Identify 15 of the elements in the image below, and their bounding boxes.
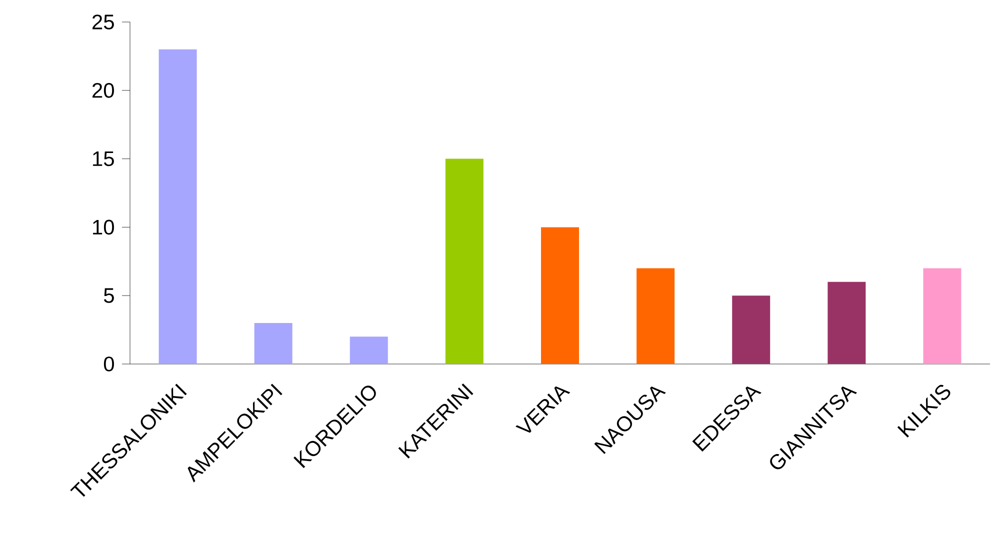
bar (923, 268, 962, 364)
bar (350, 336, 388, 364)
bar (158, 49, 197, 364)
bar (732, 296, 770, 364)
y-tick-label: 25 (92, 14, 114, 30)
y-tick-label: 0 (104, 356, 114, 372)
bar (828, 282, 866, 364)
bar (445, 158, 484, 364)
y-tick-label: 15 (93, 151, 114, 166)
y-tick-label: 10 (93, 220, 114, 235)
y-tick-label: 5 (104, 288, 114, 303)
bar (636, 268, 675, 364)
bar (541, 227, 580, 364)
y-tick-label: 20 (92, 82, 114, 98)
bar (254, 322, 292, 364)
